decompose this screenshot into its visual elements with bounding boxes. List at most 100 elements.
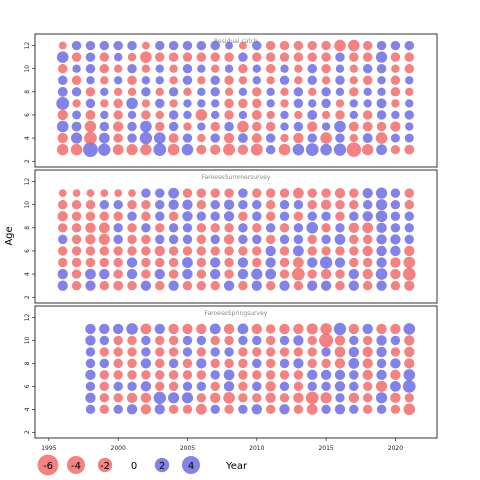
residual-bubble: [348, 121, 359, 132]
y-tick-label: 10: [24, 65, 31, 73]
residual-bubble: [362, 211, 373, 222]
residual-bubble: [112, 121, 124, 132]
residual-bubble: [279, 223, 290, 233]
residual-bubble: [238, 234, 248, 245]
residual-bubble: [265, 280, 276, 291]
residual-bubble: [266, 87, 275, 97]
residual-bubble: [390, 369, 401, 381]
residual-bubble: [265, 358, 276, 369]
residual-bubble: [362, 245, 373, 257]
residual-bubble: [196, 234, 207, 245]
residual-bubble: [168, 381, 179, 392]
residual-bubble: [348, 39, 360, 52]
residual-bubble: [113, 64, 123, 73]
residual-bubble: [210, 133, 220, 143]
residual-bubble: [238, 393, 248, 403]
residual-bubble: [223, 211, 235, 222]
residual-bubble: [404, 188, 414, 198]
residual-bubble: [126, 323, 138, 335]
residual-bubble: [390, 188, 401, 198]
residual-bubble: [238, 381, 248, 392]
residual-bubble: [292, 245, 304, 257]
residual-bubble: [376, 323, 387, 335]
residual-bubble: [390, 347, 401, 357]
residual-bubble: [83, 142, 98, 158]
residual-bubble: [321, 98, 331, 109]
residual-bubble: [362, 234, 373, 245]
residual-bubble: [252, 76, 261, 85]
residual-bubble: [307, 335, 317, 346]
residual-bubble: [293, 199, 304, 210]
residual-bubble: [113, 234, 123, 245]
residual-bubble: [86, 189, 95, 198]
residual-bubble: [321, 110, 331, 120]
residual-bubble: [85, 40, 96, 51]
x-axis: 1995 2000 2005 2010 2015 2020: [41, 438, 403, 452]
residual-bubble: [182, 75, 193, 85]
residual-bubble: [71, 269, 82, 279]
residual-bubble: [390, 199, 401, 210]
residual-bubble: [85, 369, 96, 381]
residual-bubble: [375, 132, 388, 144]
residual-bubble: [210, 87, 220, 97]
residual-bubble: [70, 143, 83, 156]
residual-bubble: [238, 335, 248, 346]
residual-bubble: [335, 246, 345, 256]
residual-bubble: [85, 199, 96, 210]
residual-bubble: [71, 40, 82, 51]
residual-bubble: [279, 347, 290, 357]
residual-bubble: [71, 87, 82, 97]
residual-bubble: [362, 199, 373, 210]
residual-bubble: [362, 393, 373, 403]
residual-bubble: [334, 358, 346, 369]
residual-bubble: [349, 133, 359, 143]
residual-bubble: [141, 234, 151, 245]
residual-bubble: [362, 133, 373, 144]
residual-bubble: [376, 335, 387, 346]
residual-bubble: [307, 121, 318, 132]
residual-bubble: [197, 122, 206, 131]
legend-label: -2: [100, 461, 110, 472]
residual-bubble: [127, 211, 137, 221]
residual-bubble: [266, 76, 275, 85]
residual-bubble: [349, 76, 359, 85]
residual-bubble: [321, 347, 331, 357]
residual-bubble: [127, 234, 137, 245]
residual-bubble: [319, 333, 334, 348]
residual-bubble: [58, 63, 68, 74]
residual-bubble: [196, 358, 207, 369]
residual-bubble: [334, 335, 346, 346]
residual-bubble: [238, 404, 248, 415]
residual-bubble: [404, 110, 414, 120]
residual-bubble: [140, 120, 152, 133]
residual-bubble: [224, 223, 234, 233]
residual-bubble: [182, 257, 193, 268]
residual-bubble: [169, 99, 178, 108]
residual-bubble: [376, 63, 387, 74]
residual-bubble: [265, 121, 276, 132]
residual-bubble: [252, 64, 261, 73]
residual-bubble: [210, 188, 220, 198]
residual-bubble: [113, 199, 123, 210]
residual-bubble: [279, 358, 290, 369]
residual-bubble: [85, 234, 96, 245]
residual-bubble: [140, 323, 152, 335]
residual-bubble: [376, 144, 387, 156]
residual-bubble: [113, 87, 123, 97]
residual-bubble: [390, 211, 401, 221]
residual-bubble: [155, 52, 165, 62]
residual-bubble: [113, 381, 123, 392]
residual-bubble: [265, 245, 276, 257]
residual-bubble: [390, 145, 401, 155]
residual-bubble: [307, 109, 318, 120]
residual-bubble: [405, 87, 414, 97]
residual-bubble: [307, 269, 317, 279]
residual-bubble: [280, 110, 289, 120]
residual-bubble: [223, 392, 235, 404]
residual-bubble: [348, 392, 360, 404]
residual-bubble: [292, 143, 305, 156]
residual-bubble: [211, 110, 220, 120]
residual-bubble: [167, 143, 180, 156]
residual-bubble: [99, 381, 110, 392]
residual-bubble: [404, 223, 414, 233]
